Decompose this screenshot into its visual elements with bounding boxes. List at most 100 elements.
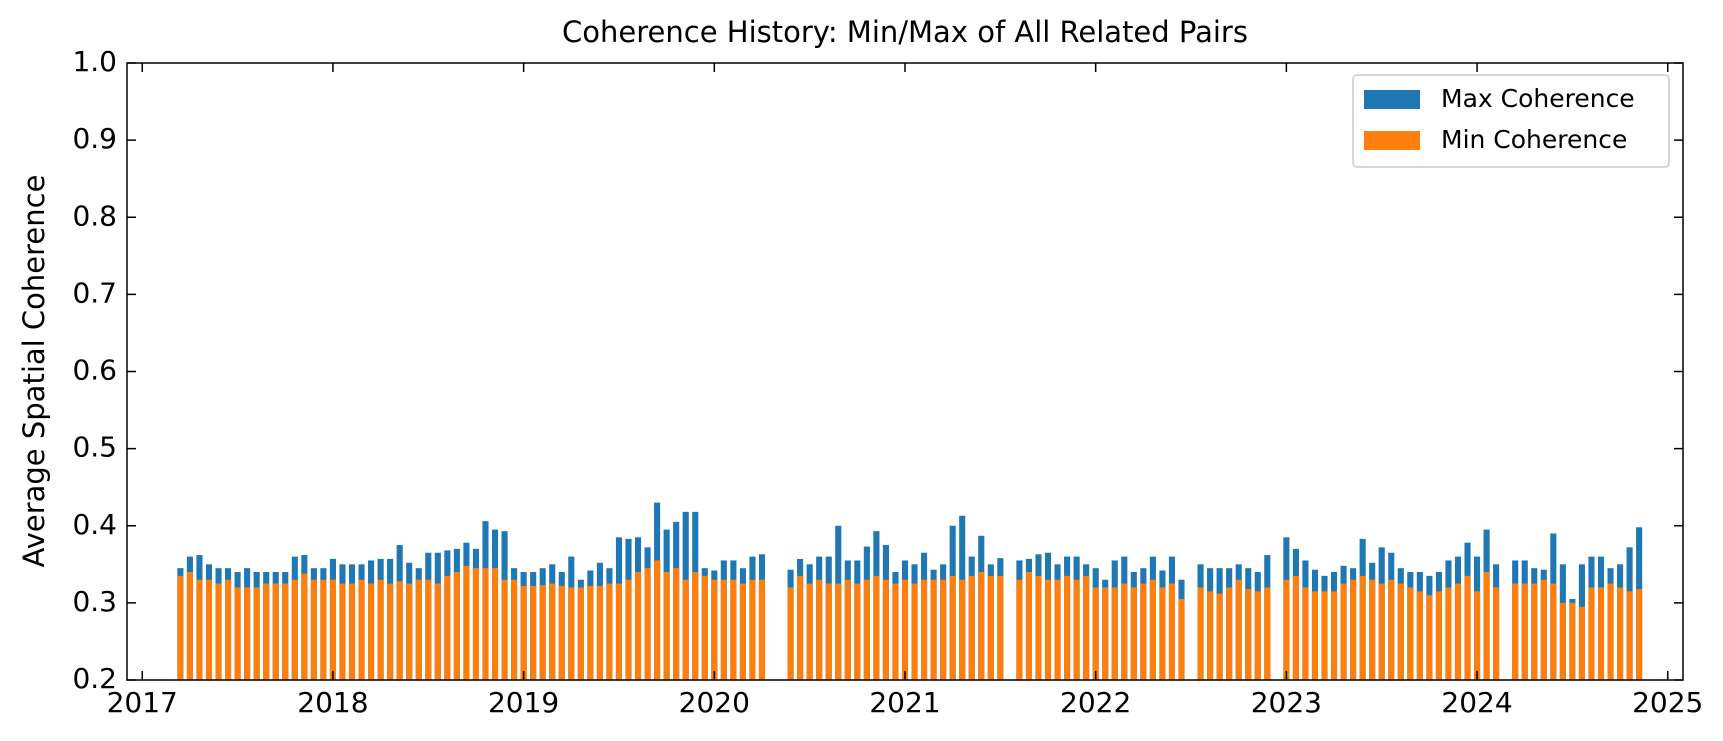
bar bbox=[320, 579, 327, 680]
bar bbox=[253, 587, 260, 680]
bar bbox=[339, 583, 346, 680]
bar bbox=[406, 583, 413, 680]
bar bbox=[577, 587, 584, 680]
bar bbox=[1626, 591, 1633, 680]
bar bbox=[387, 583, 394, 680]
bar bbox=[625, 579, 632, 680]
bar bbox=[1102, 587, 1109, 680]
x-tick-label: 2022 bbox=[1060, 686, 1131, 719]
bar bbox=[1283, 579, 1290, 680]
bar bbox=[720, 579, 727, 680]
bar bbox=[1435, 591, 1442, 680]
legend-label: Max Coherence bbox=[1441, 84, 1635, 113]
bar bbox=[921, 579, 928, 680]
bar bbox=[959, 579, 966, 680]
bar bbox=[1207, 591, 1214, 680]
bar bbox=[1397, 583, 1404, 680]
bar bbox=[1369, 579, 1376, 680]
bar bbox=[882, 579, 889, 680]
bar bbox=[291, 579, 298, 680]
bar bbox=[911, 583, 918, 680]
x-tick-label: 2023 bbox=[1251, 686, 1322, 719]
bar bbox=[1054, 579, 1061, 680]
y-tick-label: 0.4 bbox=[72, 508, 117, 541]
y-axis-label: Average Spatial Coherence bbox=[17, 175, 51, 568]
bar bbox=[1578, 606, 1585, 680]
bar bbox=[825, 583, 832, 680]
legend-swatch bbox=[1364, 131, 1420, 150]
bar bbox=[1607, 583, 1614, 680]
bar bbox=[863, 579, 870, 680]
bar bbox=[1521, 583, 1528, 680]
bar bbox=[1264, 587, 1271, 680]
bar bbox=[1130, 587, 1137, 680]
bar bbox=[1483, 572, 1490, 680]
bar bbox=[1149, 579, 1156, 680]
y-tick-label: 0.8 bbox=[72, 199, 117, 232]
bar bbox=[472, 568, 480, 680]
bar bbox=[997, 575, 1004, 680]
bar bbox=[949, 575, 956, 680]
bar bbox=[1044, 579, 1052, 680]
bar bbox=[673, 568, 680, 680]
bar bbox=[1426, 595, 1433, 680]
bar bbox=[558, 585, 565, 680]
bar bbox=[1588, 587, 1595, 680]
bar bbox=[1597, 587, 1605, 680]
y-tick-label: 0.2 bbox=[72, 662, 117, 695]
bar bbox=[415, 579, 422, 680]
bar bbox=[968, 575, 975, 680]
bar bbox=[225, 579, 232, 680]
bar bbox=[549, 583, 556, 680]
bar bbox=[501, 579, 508, 680]
bar bbox=[587, 585, 594, 680]
bar bbox=[1512, 583, 1519, 680]
bar bbox=[358, 579, 365, 680]
bar bbox=[1254, 591, 1261, 680]
x-tick-label: 2019 bbox=[488, 686, 559, 719]
bar bbox=[301, 573, 308, 680]
bar bbox=[739, 583, 746, 680]
bar bbox=[930, 579, 937, 680]
bar bbox=[329, 579, 336, 680]
bar bbox=[596, 585, 603, 680]
bar bbox=[1092, 587, 1099, 680]
bar bbox=[987, 575, 994, 680]
bar bbox=[244, 587, 251, 680]
bar bbox=[806, 583, 813, 680]
bar bbox=[1454, 583, 1462, 680]
bar bbox=[520, 585, 527, 680]
bar bbox=[425, 579, 432, 680]
bar bbox=[1311, 591, 1319, 680]
legend-box bbox=[1352, 74, 1670, 168]
bar bbox=[1197, 587, 1204, 680]
bar bbox=[1235, 579, 1242, 680]
bar bbox=[215, 583, 222, 680]
x-tick-label: 2021 bbox=[869, 686, 940, 719]
chart-title: Coherence History: Min/Max of All Relate… bbox=[562, 15, 1248, 49]
bar bbox=[682, 579, 689, 680]
bar bbox=[453, 572, 460, 680]
bar bbox=[1226, 587, 1233, 680]
bar bbox=[663, 572, 670, 680]
bar bbox=[615, 583, 623, 680]
bar bbox=[892, 583, 899, 680]
bar bbox=[1359, 575, 1366, 680]
y-tick-label: 0.3 bbox=[72, 585, 117, 618]
bar bbox=[1083, 575, 1090, 680]
bar bbox=[1569, 602, 1576, 680]
bar bbox=[1531, 583, 1538, 680]
bar bbox=[1111, 587, 1118, 680]
bar bbox=[234, 587, 241, 680]
bar bbox=[634, 572, 642, 680]
bar bbox=[816, 579, 823, 680]
bar bbox=[1416, 591, 1423, 680]
bar bbox=[654, 560, 661, 680]
bar bbox=[758, 579, 766, 680]
bar bbox=[491, 568, 499, 680]
y-tick-label: 0.5 bbox=[72, 431, 117, 464]
bar bbox=[797, 575, 804, 680]
legend-swatch bbox=[1364, 90, 1420, 109]
bar bbox=[1330, 591, 1338, 680]
